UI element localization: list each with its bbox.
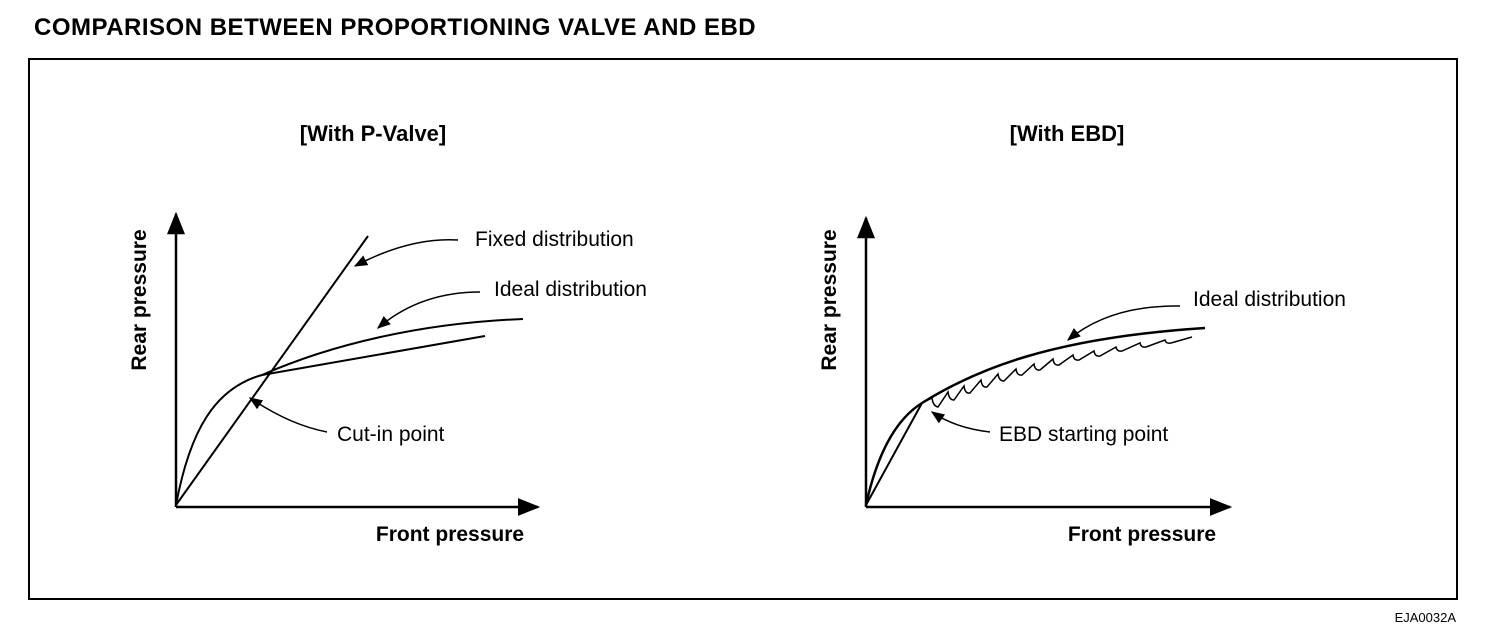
ebd-x-axis-label: Front pressure — [1068, 523, 1216, 546]
ebd-ideal-distribution-curve — [864, 326, 1206, 506]
page-title: COMPARISON BETWEEN PROPORTIONING VALVE A… — [34, 14, 757, 41]
figure-reference-code: EJA0032A — [1394, 610, 1456, 625]
diagram-frame — [28, 58, 1458, 600]
cut-in-point-arrow — [248, 397, 328, 433]
ebd-stepped-control-line — [921, 336, 1193, 408]
ebd-heading: [With EBD] — [1010, 121, 1125, 146]
ideal-distribution-curve — [175, 318, 524, 506]
ebd-starting-point-arrow — [930, 411, 991, 433]
ebd-ideal-distribution-arrow — [1066, 305, 1181, 341]
ebd-starting-point-label: EBD starting point — [999, 423, 1168, 446]
p-valve-x-axis-label: Front pressure — [376, 523, 524, 546]
ebd-ideal-distribution-label: Ideal distribution — [1193, 288, 1346, 311]
ebd-initial-line — [865, 402, 923, 506]
cut-in-point-label: Cut-in point — [337, 423, 445, 446]
p-valve-heading: [With P-Valve] — [300, 121, 447, 146]
ebd-panel: [With EBD] Front pressure Rear pressure … — [818, 121, 1346, 546]
p-valve-y-axis-label: Rear pressure — [128, 229, 151, 370]
fixed-distribution-arrow — [353, 238, 459, 267]
fixed-distribution-label: Fixed distribution — [475, 228, 634, 251]
ideal-distribution-arrow — [376, 291, 481, 329]
proportioned-distribution-line — [261, 335, 486, 376]
p-valve-panel: [With P-Valve] Front pressure Rear press… — [128, 121, 647, 546]
ideal-distribution-label: Ideal distribution — [494, 278, 647, 301]
ebd-y-axis-label: Rear pressure — [818, 229, 841, 370]
